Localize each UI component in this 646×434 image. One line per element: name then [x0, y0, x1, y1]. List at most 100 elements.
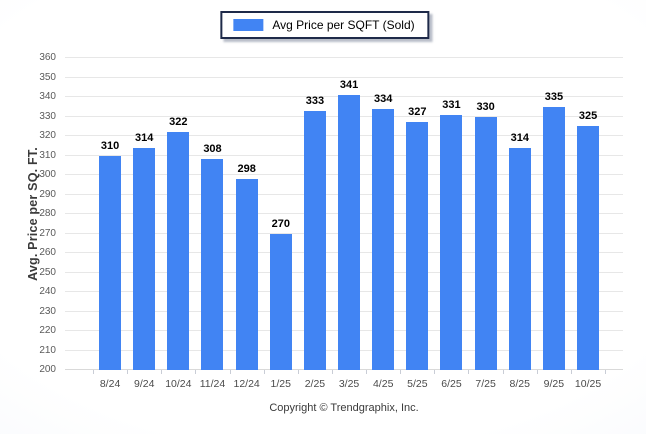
bar-slot: 322 [161, 58, 195, 370]
bar-value-label: 334 [374, 92, 393, 105]
x-tick-label: 7/25 [475, 378, 496, 390]
bar [133, 147, 156, 370]
x-tick-label: 9/24 [133, 378, 155, 390]
x-axis-ticks [93, 370, 606, 374]
bar-value-label: 270 [271, 217, 290, 230]
x-tick-label: 10/25 [574, 378, 602, 390]
bar-slot: 333 [298, 58, 332, 370]
x-axis-tick-labels: 8/24 9/24 10/24 11/24 12/24 1/25 2/25 3/25 4/25 5… [93, 378, 605, 390]
bar-value-label: 341 [339, 79, 359, 92]
y-axis-tick-labels: 200 210 220 230 240 250 260 270 280 290 300 310 320 3… [26, 53, 60, 375]
plot-area: 310 314 322 308 298 270 333 341 334 327 331 330 314 3… [65, 57, 623, 374]
bar-slot: 325 [571, 58, 605, 370]
bar [406, 122, 429, 370]
x-tick-label: 1/25 [270, 378, 291, 390]
bar [167, 132, 190, 370]
y-tick-label: 280 [39, 208, 56, 219]
bar-value-label: 335 [544, 90, 564, 103]
axis-tick [605, 370, 606, 374]
bar-value-label: 308 [203, 143, 222, 156]
bar [269, 233, 292, 370]
y-tick-label: 230 [39, 305, 56, 317]
bar [542, 106, 565, 370]
axis-tick [229, 370, 231, 374]
axis-tick [434, 370, 436, 374]
x-tick-label: 11/24 [199, 378, 226, 390]
bar-value-label: 310 [100, 139, 120, 152]
bar-value-label: 314 [135, 131, 154, 144]
bar-value-label: 298 [237, 162, 256, 175]
x-tick-label: 2/25 [304, 378, 326, 390]
axis-tick [161, 370, 163, 374]
bar [235, 178, 258, 370]
bar-slot: 314 [127, 58, 161, 370]
axis-tick [366, 370, 368, 374]
axis-tick [263, 370, 265, 374]
y-tick-label: 200 [39, 364, 56, 375]
copyright-text: Copyright © Trendgraphix, Inc. [269, 402, 419, 414]
bar [577, 126, 600, 370]
bar-slot: 298 [230, 58, 264, 370]
axis-tick [502, 370, 504, 374]
y-tick-label: 250 [39, 266, 56, 278]
x-tick-label: 4/25 [372, 378, 394, 390]
x-tick-label: 3/25 [338, 378, 360, 390]
axis-tick [93, 370, 94, 374]
bar-slot: 308 [195, 58, 229, 370]
bar-value-label: 331 [442, 98, 461, 111]
bar [99, 155, 122, 370]
bar [508, 147, 531, 370]
y-tick-label: 300 [39, 169, 56, 180]
x-tick-label: 12/24 [233, 378, 260, 390]
bar-slot: 310 [93, 58, 127, 370]
bar-value-label: 330 [476, 100, 495, 113]
bar-slot: 314 [503, 58, 537, 370]
gridline [65, 76, 623, 78]
axis-tick [570, 370, 572, 374]
bar-slot: 334 [366, 58, 400, 370]
bar-series: 310 314 322 308 298 270 333 341 334 327 331 330 314 3… [93, 58, 605, 370]
axis-tick [468, 370, 470, 374]
axis-tick [195, 370, 197, 374]
legend: Avg Price per SQFT (Sold) [220, 11, 430, 39]
axis-tick [536, 370, 538, 374]
axis-tick [331, 370, 333, 374]
legend-label: Avg Price per SQFT (Sold) [272, 18, 415, 32]
bar [440, 114, 463, 370]
x-tick-label: 5/25 [407, 378, 428, 390]
y-tick-label: 270 [39, 227, 56, 239]
y-tick-label: 330 [39, 110, 56, 122]
bar-value-label: 333 [305, 94, 325, 107]
bar-slot: 327 [400, 58, 434, 370]
y-tick-label: 340 [39, 91, 56, 102]
axis-tick [297, 370, 299, 374]
x-tick-label: 8/25 [509, 378, 530, 390]
x-tick-label: 9/25 [543, 378, 565, 390]
bar-value-label: 327 [408, 106, 427, 119]
bar-value-label: 325 [578, 110, 598, 123]
x-tick-label: 8/24 [99, 378, 121, 390]
y-tick-label: 360 [39, 52, 56, 63]
y-tick-label: 210 [39, 344, 56, 356]
y-tick-label: 310 [39, 149, 56, 161]
x-tick-label: 10/24 [165, 378, 192, 390]
x-tick-label: 6/25 [441, 378, 462, 390]
y-tick-label: 290 [39, 188, 56, 200]
y-tick-label: 350 [39, 71, 56, 83]
bar [372, 108, 395, 370]
y-tick-label: 320 [39, 130, 56, 141]
y-tick-label: 220 [39, 325, 56, 336]
bar [303, 110, 326, 370]
bar [201, 159, 224, 370]
bar-slot: 270 [264, 58, 298, 370]
y-tick-label: 260 [39, 247, 56, 258]
axis-tick [400, 370, 402, 374]
y-tick-label: 240 [39, 286, 56, 297]
bar [338, 95, 361, 370]
bar [474, 116, 497, 370]
bar-slot: 341 [332, 58, 366, 370]
bar-value-label: 322 [169, 116, 188, 129]
axis-tick [127, 370, 129, 374]
bar-slot: 330 [469, 58, 503, 370]
